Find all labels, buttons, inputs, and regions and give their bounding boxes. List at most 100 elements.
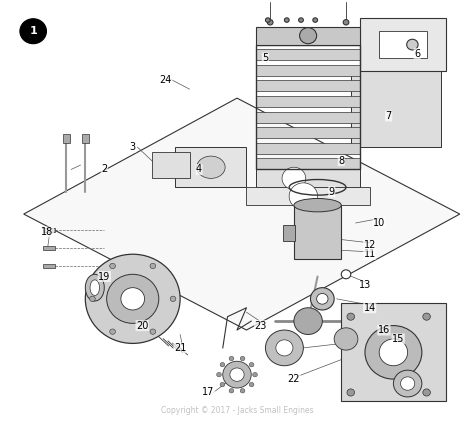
Text: 17: 17	[202, 388, 215, 397]
Text: 5: 5	[262, 53, 269, 63]
Text: 15: 15	[392, 334, 404, 344]
Text: 6: 6	[414, 49, 420, 58]
Circle shape	[341, 270, 351, 279]
Text: 11: 11	[364, 249, 376, 259]
Polygon shape	[246, 187, 370, 205]
Circle shape	[170, 296, 176, 301]
Circle shape	[217, 372, 221, 377]
Text: 9: 9	[329, 187, 335, 197]
Circle shape	[253, 372, 257, 377]
FancyBboxPatch shape	[43, 246, 55, 250]
Circle shape	[229, 388, 234, 393]
FancyBboxPatch shape	[63, 134, 70, 143]
FancyBboxPatch shape	[82, 134, 89, 143]
Circle shape	[240, 356, 245, 361]
Circle shape	[393, 370, 422, 397]
Text: 19: 19	[98, 272, 110, 281]
Circle shape	[267, 20, 273, 25]
Text: 12: 12	[364, 240, 376, 250]
Circle shape	[90, 296, 95, 301]
Circle shape	[294, 308, 322, 334]
Polygon shape	[256, 49, 360, 60]
Circle shape	[423, 389, 430, 396]
Circle shape	[379, 339, 408, 366]
Ellipse shape	[294, 198, 341, 212]
Circle shape	[249, 363, 254, 367]
Circle shape	[220, 382, 225, 387]
Circle shape	[85, 254, 180, 343]
Text: 16: 16	[378, 325, 390, 335]
Text: 1: 1	[29, 26, 37, 36]
Polygon shape	[256, 143, 360, 154]
Circle shape	[334, 328, 358, 350]
Circle shape	[313, 18, 318, 22]
Polygon shape	[351, 71, 441, 147]
Circle shape	[343, 20, 349, 25]
Circle shape	[365, 326, 422, 379]
Circle shape	[249, 382, 254, 387]
FancyBboxPatch shape	[379, 31, 427, 58]
Circle shape	[223, 361, 251, 388]
Text: 21: 21	[174, 343, 186, 353]
Circle shape	[407, 39, 418, 50]
Polygon shape	[175, 147, 246, 187]
Polygon shape	[256, 112, 360, 123]
Polygon shape	[256, 27, 360, 45]
Circle shape	[347, 313, 355, 320]
Text: 7: 7	[385, 111, 392, 121]
Text: 2: 2	[101, 165, 108, 174]
Ellipse shape	[90, 280, 100, 296]
Circle shape	[109, 329, 115, 334]
Circle shape	[150, 263, 155, 268]
Circle shape	[276, 340, 293, 356]
Circle shape	[289, 183, 318, 210]
Polygon shape	[341, 303, 446, 401]
Polygon shape	[360, 18, 446, 71]
Circle shape	[310, 288, 334, 310]
Text: 4: 4	[196, 165, 202, 174]
Text: 13: 13	[359, 281, 371, 290]
Polygon shape	[256, 33, 360, 45]
FancyBboxPatch shape	[43, 228, 55, 232]
FancyBboxPatch shape	[43, 264, 55, 268]
Text: 3: 3	[130, 142, 136, 152]
Polygon shape	[256, 169, 360, 187]
Circle shape	[300, 28, 317, 44]
Circle shape	[121, 288, 145, 310]
Ellipse shape	[85, 274, 104, 301]
Text: Copyright © 2017 - Jacks Small Engines: Copyright © 2017 - Jacks Small Engines	[161, 406, 313, 415]
Circle shape	[240, 388, 245, 393]
Polygon shape	[256, 96, 360, 107]
Polygon shape	[256, 158, 360, 169]
Circle shape	[284, 18, 289, 22]
Polygon shape	[152, 152, 190, 178]
Circle shape	[20, 19, 46, 44]
FancyBboxPatch shape	[294, 205, 341, 259]
Text: 22: 22	[288, 374, 300, 384]
Text: 14: 14	[364, 303, 376, 313]
Text: 20: 20	[136, 321, 148, 330]
Circle shape	[150, 329, 155, 334]
Circle shape	[423, 313, 430, 320]
Circle shape	[299, 18, 303, 22]
Text: 24: 24	[160, 75, 172, 85]
Text: 10: 10	[373, 218, 385, 228]
Polygon shape	[256, 80, 360, 91]
Circle shape	[317, 293, 328, 304]
Circle shape	[282, 167, 306, 190]
Circle shape	[230, 368, 244, 381]
Circle shape	[110, 263, 116, 268]
Polygon shape	[24, 98, 460, 330]
Text: 18: 18	[41, 227, 54, 237]
Circle shape	[107, 274, 159, 323]
Circle shape	[220, 363, 225, 367]
Circle shape	[347, 389, 355, 396]
Polygon shape	[256, 65, 360, 76]
Circle shape	[229, 356, 234, 361]
FancyBboxPatch shape	[283, 225, 295, 241]
Ellipse shape	[197, 156, 225, 178]
Text: 8: 8	[338, 156, 344, 165]
Circle shape	[265, 18, 270, 22]
Circle shape	[265, 330, 303, 366]
Circle shape	[401, 377, 415, 390]
